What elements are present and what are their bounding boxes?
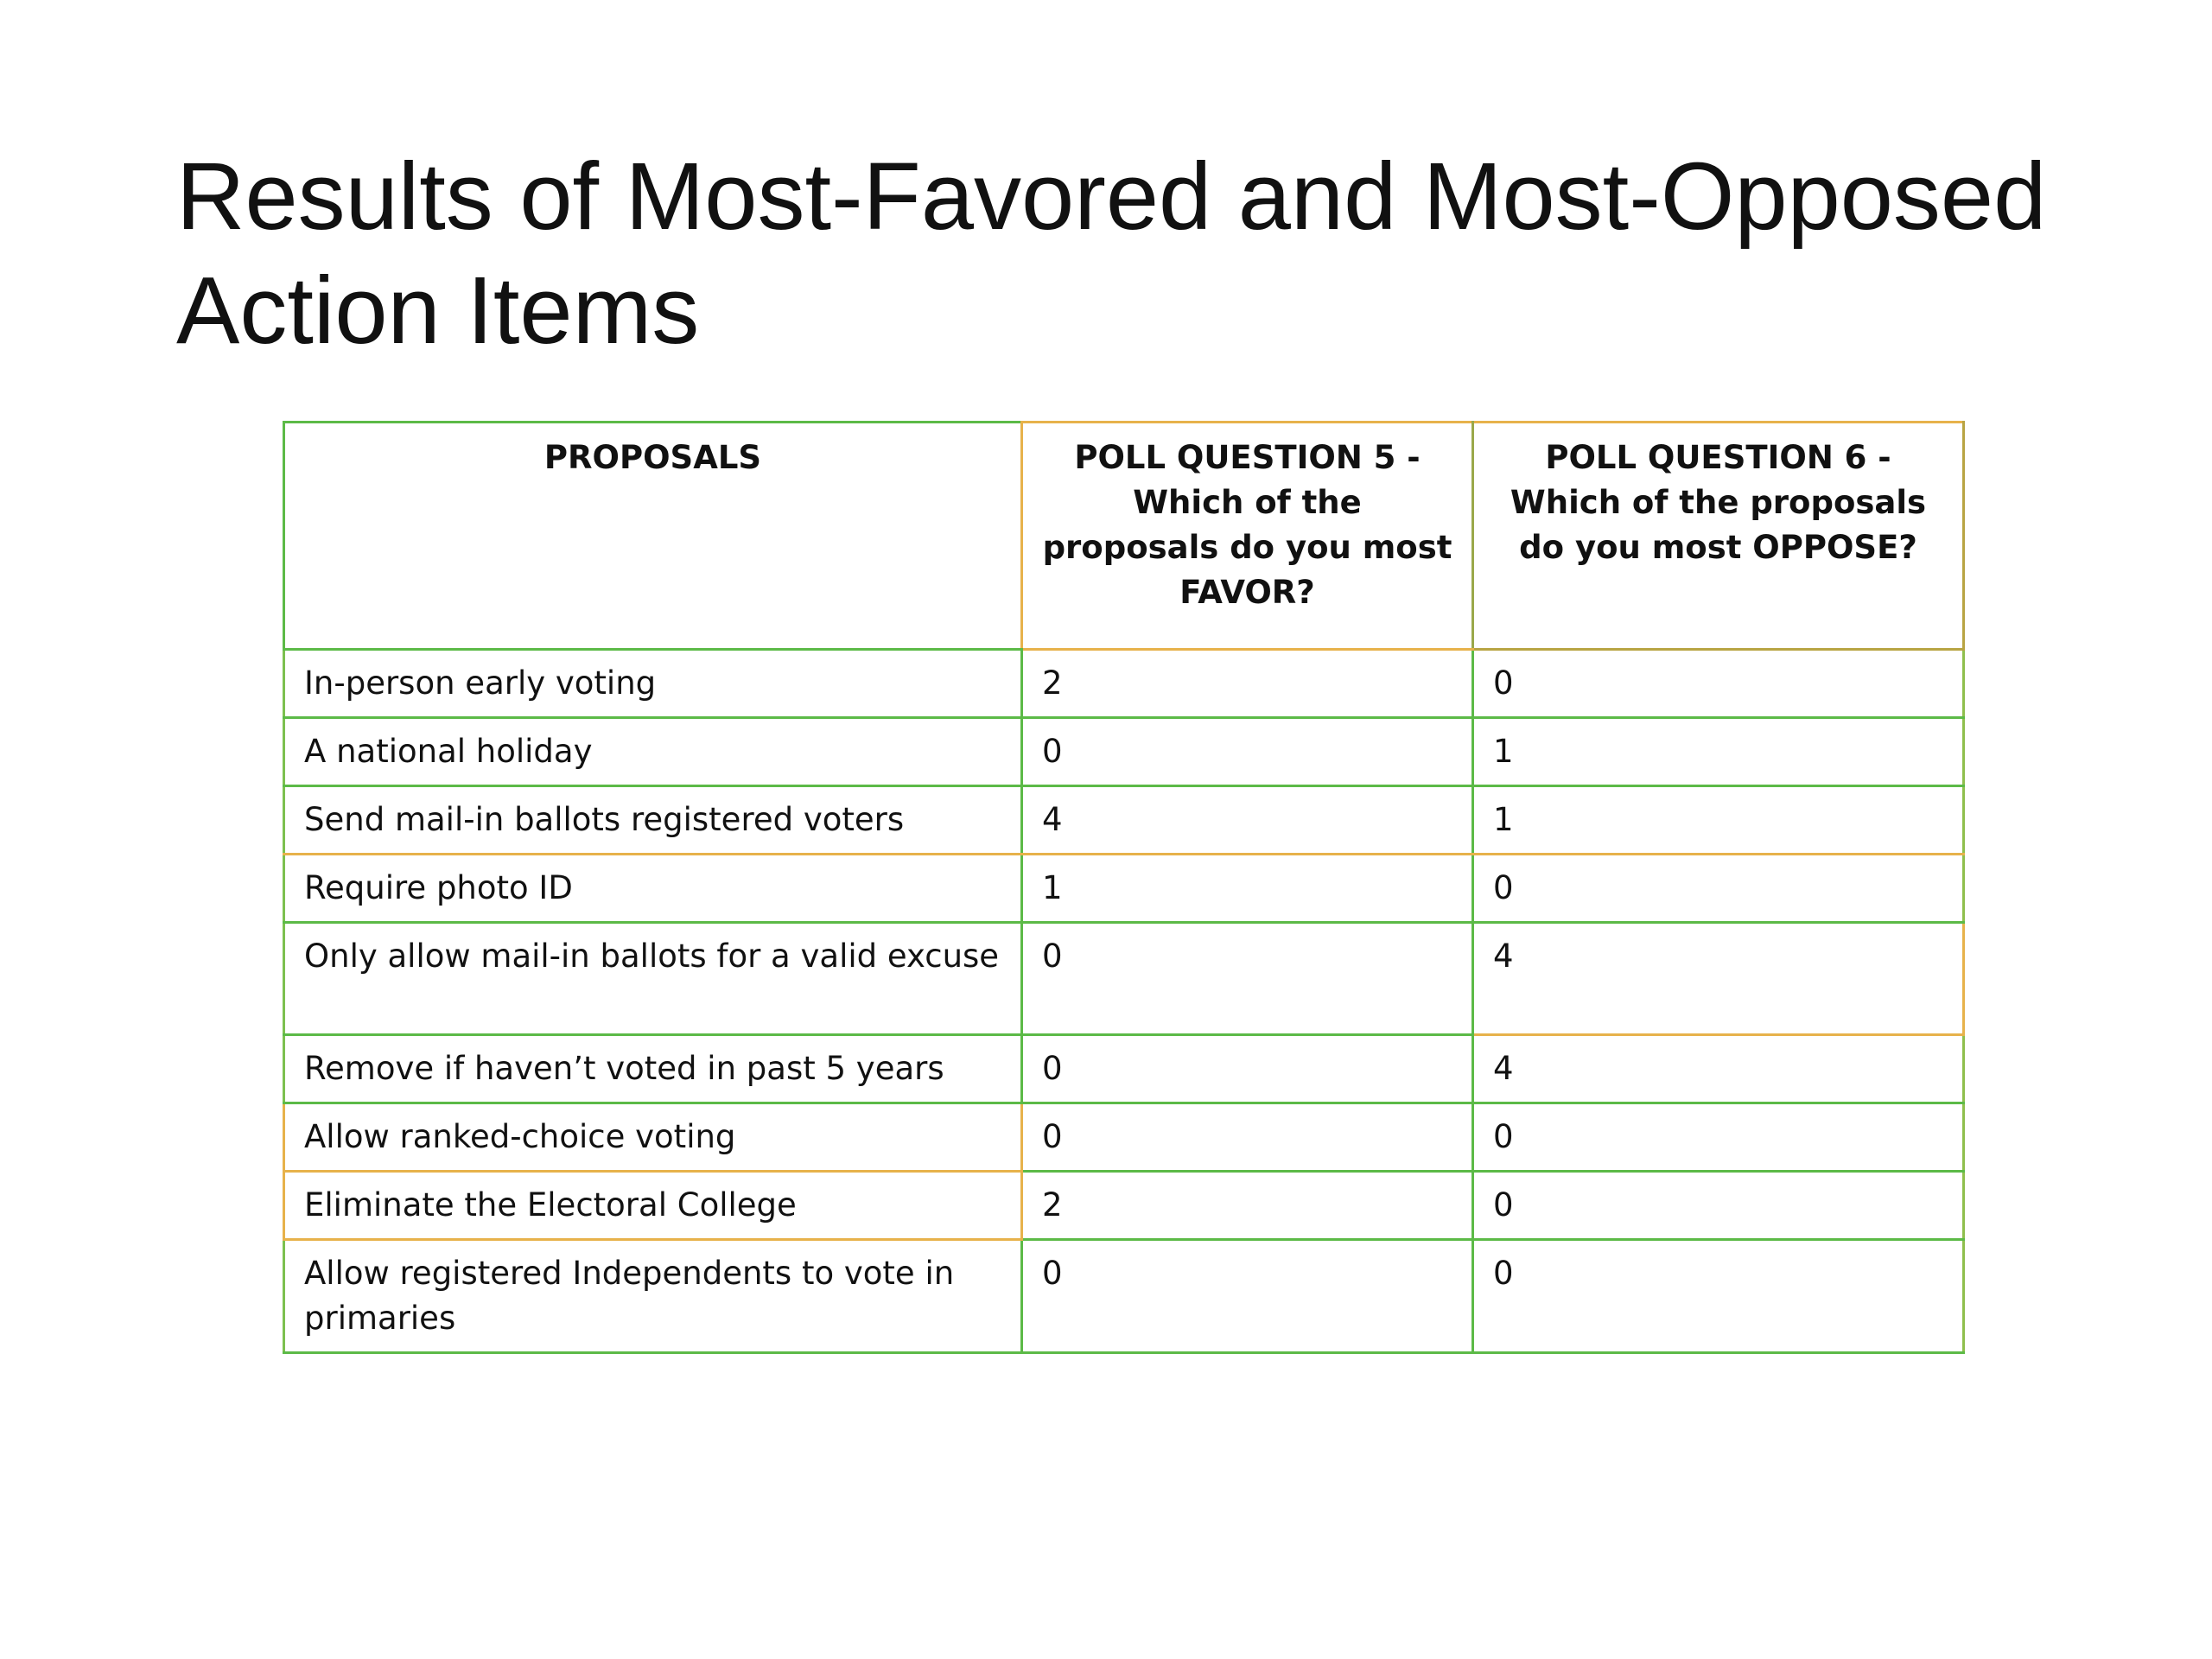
slide-title: Results of Most-Favored and Most-Opposed… <box>176 143 2047 364</box>
favor-count-cell: 0 <box>1020 1238 1474 1354</box>
proposal-cell: Allow ranked-choice voting <box>283 1102 1023 1173</box>
oppose-count-cell: 4 <box>1471 1033 1965 1104</box>
favor-count-cell: 4 <box>1020 785 1474 855</box>
proposal-cell: Send mail-in ballots registered voters <box>283 785 1023 855</box>
proposal-cell: A national holiday <box>283 716 1023 787</box>
favor-count-cell: 2 <box>1020 1170 1474 1241</box>
oppose-count-cell: 1 <box>1471 785 1965 855</box>
table-row: Only allow mail-in ballots for a valid e… <box>283 921 1965 1036</box>
table-row: Eliminate the Electoral College 2 0 <box>283 1170 1965 1241</box>
favor-count-cell: 0 <box>1020 1102 1474 1173</box>
favor-count-cell: 0 <box>1020 1033 1474 1104</box>
table-row: Send mail-in ballots registered voters 4… <box>283 785 1965 855</box>
proposal-cell: In-person early voting <box>283 648 1023 719</box>
oppose-count-cell: 0 <box>1471 1170 1965 1241</box>
oppose-count-cell: 0 <box>1471 648 1965 719</box>
favor-count-cell: 2 <box>1020 648 1474 719</box>
favor-count-cell: 0 <box>1020 921 1474 1036</box>
header-poll-question-6: POLL QUESTION 6 - Which of the proposals… <box>1471 421 1965 651</box>
proposal-cell: Require photo ID <box>283 853 1023 924</box>
table-header-row: PROPOSALS POLL QUESTION 5 - Which of the… <box>283 421 1965 651</box>
header-proposals: PROPOSALS <box>283 421 1023 651</box>
proposal-cell: Only allow mail-in ballots for a valid e… <box>283 921 1023 1036</box>
oppose-count-cell: 0 <box>1471 1102 1965 1173</box>
oppose-count-cell: 1 <box>1471 716 1965 787</box>
header-poll-question-5: POLL QUESTION 5 - Which of the proposals… <box>1020 421 1474 651</box>
favor-count-cell: 1 <box>1020 853 1474 924</box>
oppose-count-cell: 4 <box>1471 921 1965 1036</box>
table-row: Allow registered Independents to vote in… <box>283 1238 1965 1354</box>
proposal-cell: Allow registered Independents to vote in… <box>283 1238 1023 1354</box>
table-row: Remove if haven’t voted in past 5 years … <box>283 1033 1965 1104</box>
favor-count-cell: 0 <box>1020 716 1474 787</box>
oppose-count-cell: 0 <box>1471 1238 1965 1354</box>
results-table: PROPOSALS POLL QUESTION 5 - Which of the… <box>283 421 1965 1354</box>
table-row: Allow ranked-choice voting 0 0 <box>283 1102 1965 1173</box>
table-row: Require photo ID 1 0 <box>283 853 1965 924</box>
oppose-count-cell: 0 <box>1471 853 1965 924</box>
proposal-cell: Remove if haven’t voted in past 5 years <box>283 1033 1023 1104</box>
proposal-cell: Eliminate the Electoral College <box>283 1170 1023 1241</box>
table-row: A national holiday 0 1 <box>283 716 1965 787</box>
table-row: In-person early voting 2 0 <box>283 648 1965 719</box>
